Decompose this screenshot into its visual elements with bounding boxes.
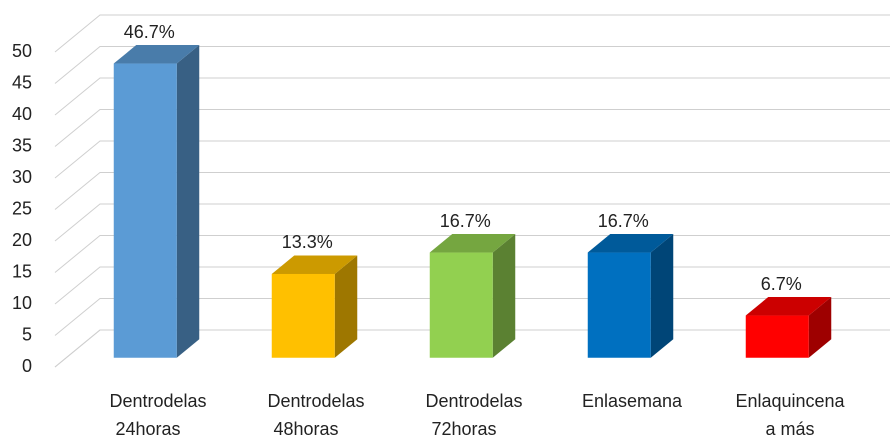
- bar-side: [650, 234, 674, 358]
- bar: [429, 252, 493, 358]
- bar-top: [271, 255, 358, 274]
- bar-top: [113, 45, 200, 64]
- data-label: 46.7%: [124, 22, 175, 42]
- grid-line: [54, 203, 890, 242]
- y-tick-label: 40: [12, 104, 32, 124]
- data-label: 16.7%: [440, 211, 491, 231]
- y-tick-label: 20: [12, 230, 32, 250]
- bar: [271, 273, 335, 358]
- grid-line: [54, 172, 890, 210]
- y-tick-label: 30: [12, 167, 32, 187]
- y-tick-label: 45: [12, 72, 32, 92]
- y-tick-label: 50: [12, 41, 32, 61]
- bar: [113, 63, 177, 358]
- x-tick-label: Enlaquincena: [735, 391, 845, 411]
- x-tick-label: a más: [765, 419, 814, 438]
- x-tick-label: Dentrodelas: [425, 391, 522, 411]
- data-label: 13.3%: [282, 232, 333, 252]
- x-tick-label: 48horas: [273, 419, 338, 438]
- y-tick-label: 10: [12, 293, 32, 313]
- y-tick-label: 35: [12, 135, 32, 155]
- bar: [587, 252, 651, 358]
- grid-line: [54, 140, 890, 179]
- grid-line: [54, 109, 890, 147]
- bar: [745, 315, 809, 358]
- grid-line: [54, 77, 890, 116]
- bar-side: [492, 234, 516, 358]
- data-label: 6.7%: [761, 274, 802, 294]
- bar-top: [429, 234, 516, 253]
- x-tick-label: Dentrodelas: [267, 391, 364, 411]
- x-tick-label: 72horas: [431, 419, 496, 438]
- bar-top: [745, 297, 832, 316]
- bar-side: [176, 45, 200, 358]
- bar-top: [587, 234, 674, 253]
- y-tick-label: 25: [12, 198, 32, 218]
- x-tick-label: Enlasemana: [582, 391, 683, 411]
- y-tick-label: 5: [22, 324, 32, 344]
- x-tick-label: 24horas: [115, 419, 180, 438]
- grid-line: [54, 46, 890, 84]
- grid-line: [54, 14, 890, 53]
- data-label: 16.7%: [598, 211, 649, 231]
- bar-side: [334, 255, 358, 358]
- x-tick-label: Dentrodelas: [109, 391, 206, 411]
- y-tick-label: 15: [12, 261, 32, 281]
- bar-side: [808, 297, 832, 358]
- y-tick-label: 0: [22, 356, 32, 376]
